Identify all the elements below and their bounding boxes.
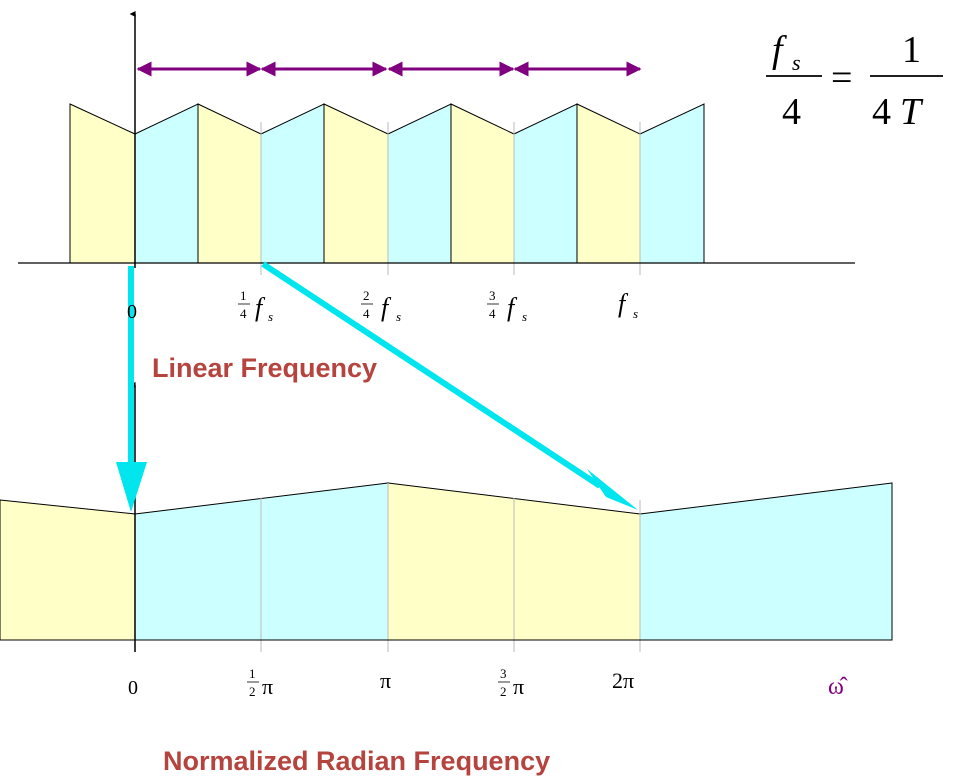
radian-tick-labels: 0 1 2 π π 3 2 π 2π ω̂ — [128, 666, 848, 700]
band-cyan — [639, 482, 893, 641]
tick-frac-den: 4 — [489, 306, 496, 321]
tick-f-sub: s — [268, 309, 273, 324]
tick-f: f — [255, 293, 266, 322]
band-cyan — [387, 103, 452, 264]
formula-f: f — [772, 29, 787, 71]
tick-f: f — [381, 293, 392, 322]
tick-frac-den: 2 — [500, 684, 507, 699]
tick-f-sub: s — [396, 309, 401, 324]
tick-f: f — [618, 289, 629, 318]
tick-pi: π — [513, 674, 524, 699]
sampling-formula: f s 4 = 1 4 T — [766, 29, 943, 133]
formula-equals: = — [831, 57, 852, 99]
tick-frac-den: 2 — [249, 684, 256, 699]
tick-frac-den: 4 — [363, 306, 370, 321]
formula-one: 1 — [902, 29, 921, 71]
tick-label-zero: 0 — [128, 677, 138, 699]
band-yellow — [323, 103, 389, 264]
tick-frac-num: 3 — [500, 666, 507, 681]
tick-f-sub: s — [633, 306, 638, 321]
band-yellow — [69, 103, 136, 264]
band-cyan — [513, 103, 578, 264]
formula-four: 4 — [872, 91, 891, 133]
tick-frac-num: 1 — [249, 666, 256, 681]
tick-frac-num: 1 — [240, 288, 247, 303]
band-yellow — [450, 103, 515, 264]
formula-denominator: 4 — [782, 91, 801, 133]
tick-frac-num: 3 — [489, 288, 496, 303]
radian-frequency-title: Normalized Radian Frequency — [163, 746, 550, 776]
radian-spectrum — [0, 482, 893, 652]
cyan-arrow-head — [587, 469, 638, 510]
formula-T: T — [900, 91, 924, 133]
formula-f-sub: s — [792, 50, 801, 75]
tick-frac-den: 4 — [240, 306, 247, 321]
tick-pi: π — [380, 668, 391, 693]
band-yellow — [197, 103, 262, 264]
omega-hat-symbol: ω̂ — [828, 674, 848, 700]
mapping-arrows — [116, 261, 638, 512]
tick-f: f — [507, 293, 518, 322]
band-yellow — [0, 499, 136, 641]
tick-frac-num: 2 — [363, 288, 370, 303]
band-cyan — [134, 103, 199, 264]
band-cyan — [260, 103, 325, 264]
tick-two-pi: 2π — [612, 668, 634, 693]
tick-pi: π — [262, 674, 273, 699]
cyan-arrow-head — [116, 462, 147, 512]
linear-spectrum — [69, 103, 705, 275]
tick-label-zero: 0 — [127, 301, 137, 323]
band-cyan — [639, 103, 705, 264]
linear-frequency-title: Linear Frequency — [152, 353, 377, 383]
linear-tick-labels: 0 1 4 f s 2 4 f s 3 4 f s f s — [127, 288, 638, 324]
tick-f-sub: s — [522, 309, 527, 324]
band-yellow — [576, 103, 641, 264]
